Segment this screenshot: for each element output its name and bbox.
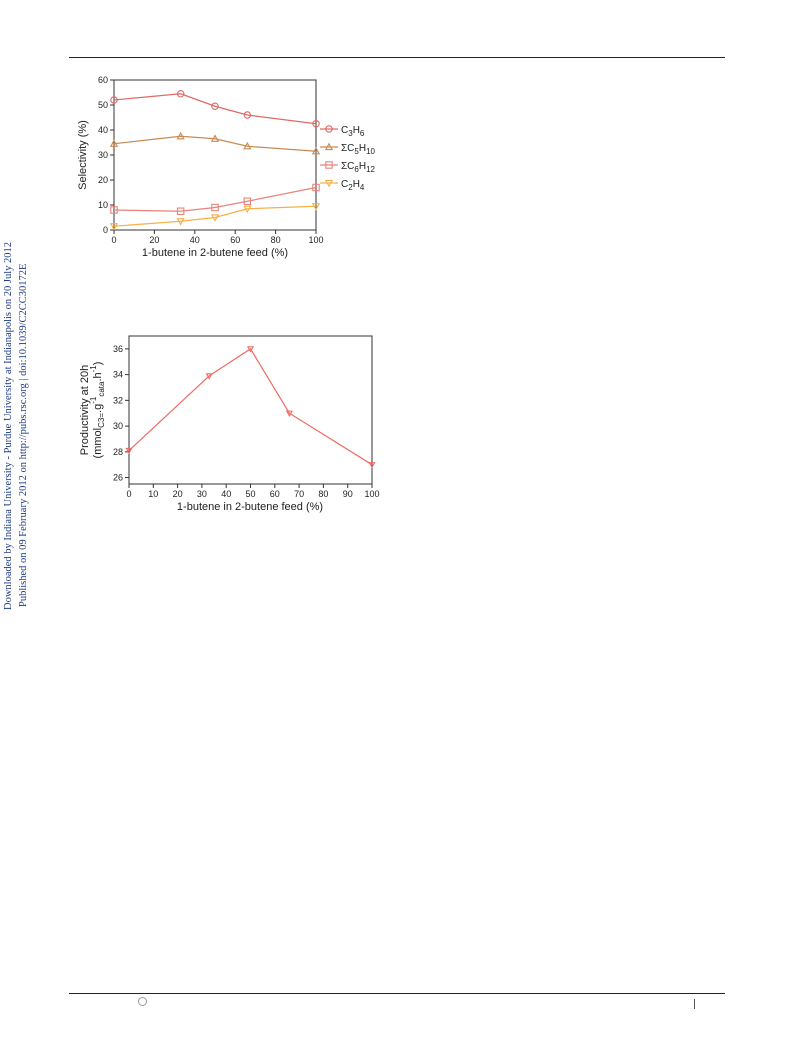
y-axis-label-line1: Productivity at 20h	[79, 365, 91, 456]
data-point	[176, 207, 185, 216]
tick-group: 0 10 20 30 40 50 60 70 80 90 100 26 28 30 32 34 36	[113, 344, 380, 499]
x-tick-label: 80	[318, 489, 328, 499]
x-tick-label: 50	[245, 489, 255, 499]
data-point	[110, 206, 118, 214]
y-unit-sub: C3=	[97, 413, 106, 428]
y-tick-label: 36	[113, 344, 123, 354]
y-axis-label: Productivity at 20h (mmolC3=.g-1cata.h-1…	[79, 362, 106, 459]
y-tick-label: 0	[103, 225, 108, 235]
footer-rule	[69, 993, 725, 994]
data-point	[176, 218, 185, 226]
x-tick-label: 90	[343, 489, 353, 499]
data-point	[176, 90, 185, 98]
legend-label: C2H4	[341, 179, 365, 192]
y-unit-sup1: -1	[89, 396, 98, 404]
y-tick-label: 30	[113, 421, 123, 431]
data-point	[211, 203, 219, 212]
y-tick-label: 30	[98, 150, 108, 160]
tick-group: 0 20 40 60 80 100 0 10 20 30 40 50 60	[98, 75, 324, 245]
plot-frame	[128, 335, 373, 485]
x-tick-label: 60	[230, 235, 240, 245]
data-point	[110, 96, 118, 104]
y-unit-g: .g	[92, 404, 104, 413]
footer-divider	[694, 999, 695, 1009]
y-tick-label: 20	[98, 175, 108, 185]
y-axis-label: Selectivity (%)	[77, 120, 89, 190]
legend-marker	[324, 142, 334, 151]
series-line	[113, 186, 317, 212]
legend-label: ΣC6H12	[341, 161, 376, 174]
x-tick-label: 30	[197, 489, 207, 499]
y-tick-label: 50	[98, 100, 108, 110]
y-unit-sup2: -1	[89, 365, 98, 373]
legend: C3H6 ΣC5H10 ΣC6H12 C2H4	[320, 125, 376, 192]
x-tick-label: 40	[190, 235, 200, 245]
x-tick-label: 100	[364, 489, 379, 499]
x-axis-label: 1-butene in 2-butene feed (%)	[142, 247, 288, 259]
y-tick-label: 28	[113, 447, 123, 457]
series-group	[109, 90, 321, 231]
footer-circle-icon	[138, 997, 147, 1006]
series-line	[113, 205, 317, 227]
y-tick-label: 34	[113, 370, 123, 380]
series-line	[128, 348, 373, 466]
data-point	[176, 131, 185, 140]
data-point	[243, 141, 252, 150]
x-tick-label: 10	[148, 489, 158, 499]
x-tick-label: 40	[221, 489, 231, 499]
y-tick-label: 10	[98, 200, 108, 210]
legend-label: C3H6	[341, 125, 365, 138]
y-tick-label: 60	[98, 75, 108, 85]
data-point	[109, 139, 119, 147]
x-tick-label: 0	[111, 235, 116, 245]
data-point	[243, 111, 252, 119]
data-point	[210, 134, 220, 142]
legend-label: ΣC5H10	[341, 143, 376, 156]
data-point	[243, 197, 252, 206]
legend-marker	[325, 161, 333, 169]
series-group	[125, 346, 376, 469]
y-tick-label: 40	[98, 125, 108, 135]
series-line	[113, 93, 317, 125]
x-tick-label: 20	[149, 235, 159, 245]
x-axis-label: 1-butene in 2-butene feed (%)	[177, 501, 323, 513]
data-point	[312, 183, 320, 192]
data-point	[312, 120, 320, 128]
y-tick-label: 26	[113, 473, 123, 483]
x-tick-label: 100	[308, 235, 323, 245]
y-unit-close: )	[92, 362, 104, 366]
y-unit-mmol: (mmol	[92, 428, 104, 459]
data-point	[109, 223, 119, 231]
legend-marker	[325, 125, 333, 133]
y-axis-label-line2: (mmolC3=.g-1cata.h-1)	[89, 362, 106, 459]
data-point	[368, 462, 376, 469]
x-tick-label: 60	[270, 489, 280, 499]
data-point	[285, 410, 293, 417]
x-tick-label: 70	[294, 489, 304, 499]
legend-marker	[324, 179, 334, 188]
y-tick-label: 32	[113, 395, 123, 405]
x-tick-label: 80	[271, 235, 281, 245]
y-unit-h: .h	[92, 372, 104, 381]
data-point	[125, 447, 133, 455]
data-point	[243, 205, 252, 214]
data-point	[246, 346, 255, 353]
x-tick-label: 20	[173, 489, 183, 499]
series-line	[113, 135, 317, 152]
x-tick-label: 0	[126, 489, 131, 499]
data-point	[311, 203, 321, 211]
y-unit-cata: cata	[97, 381, 106, 397]
data-point	[210, 214, 220, 222]
data-point	[311, 146, 321, 155]
data-point	[211, 102, 219, 111]
data-point	[205, 373, 213, 380]
header-rule	[69, 57, 725, 58]
